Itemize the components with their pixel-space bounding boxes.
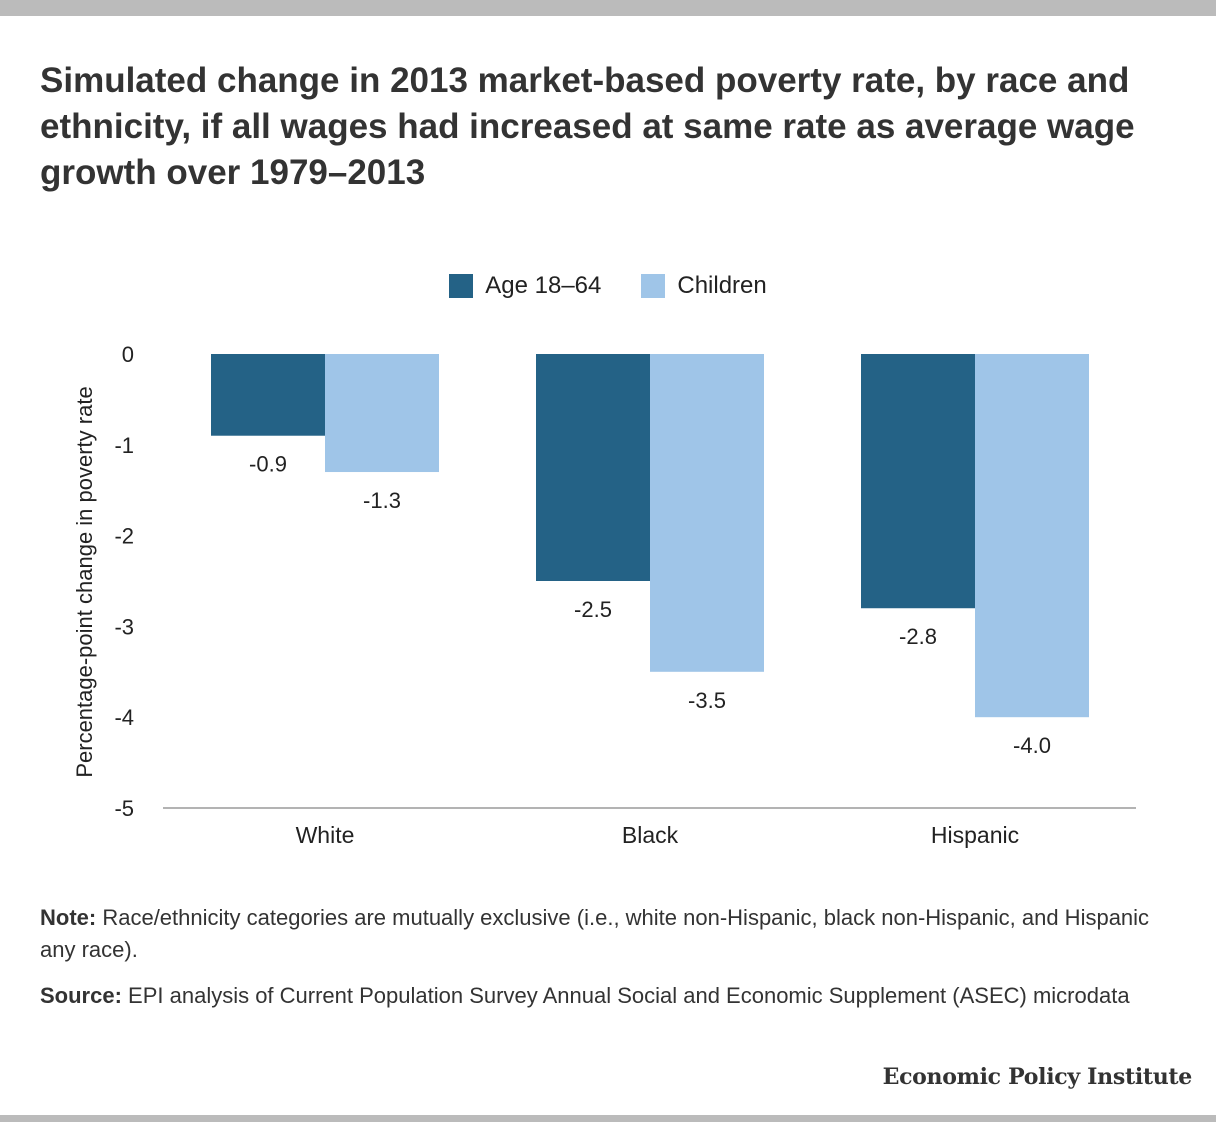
top-band — [0, 0, 1216, 16]
y-tick-label: -1 — [114, 433, 134, 458]
value-labels: -0.9 -1.3 -2.5 -3.5 -2.8 -4.0 — [249, 452, 1051, 758]
legend-item-age-18-64: Age 18–64 — [449, 272, 601, 300]
legend: Age 18–64 Children — [0, 272, 1216, 300]
y-tick-label: -4 — [114, 705, 134, 730]
y-tick-label: 0 — [122, 342, 134, 367]
source: Source: EPI analysis of Current Populati… — [40, 980, 1170, 1012]
x-category-label: Black — [622, 822, 679, 848]
bar-black-age-18-64 — [536, 354, 650, 581]
x-axis-categories: White Black Hispanic — [296, 822, 1020, 848]
bar-white-age-18-64 — [211, 354, 325, 436]
data-label: -3.5 — [688, 688, 726, 713]
y-tick-label: -2 — [114, 524, 134, 549]
bar-white-children — [325, 354, 439, 473]
bar-black-children — [650, 354, 764, 672]
bar-hispanic-children — [975, 354, 1089, 718]
data-label: -2.5 — [574, 597, 612, 622]
bar-hispanic-age-18-64 — [861, 354, 975, 609]
chart-title: Simulated change in 2013 market-based po… — [40, 61, 1135, 192]
x-category-label: White — [296, 822, 355, 848]
legend-label-children: Children — [677, 272, 767, 299]
data-label: -2.8 — [899, 624, 937, 649]
y-tick-label: -3 — [114, 614, 134, 639]
y-tick-label: -5 — [114, 796, 134, 821]
legend-swatch-children — [641, 274, 666, 298]
x-category-label: Hispanic — [931, 822, 1019, 848]
y-axis-ticks: 0 -1 -2 -3 -4 -5 — [114, 342, 134, 821]
note: Note: Race/ethnicity categories are mutu… — [40, 902, 1170, 966]
data-label: -0.9 — [249, 452, 287, 477]
data-label: -1.3 — [363, 488, 401, 513]
source-text: EPI analysis of Current Population Surve… — [121, 983, 1130, 1008]
source-label: Source: — [40, 983, 122, 1008]
epi-logo-text: Economic Policy Institute — [882, 1064, 1193, 1090]
note-text: Race/ethnicity categories are mutually e… — [40, 905, 1150, 962]
notes: Note: Race/ethnicity categories are mutu… — [40, 902, 1170, 1026]
y-axis-label: Percentage-point change in poverty rate — [72, 386, 97, 777]
bar-chart: Percentage-point change in poverty rate … — [72, 342, 1136, 848]
legend-item-children: Children — [641, 272, 767, 300]
bottom-band — [0, 1115, 1216, 1122]
bars — [211, 354, 1089, 718]
legend-label-age-18-64: Age 18–64 — [485, 272, 602, 299]
note-label: Note: — [40, 905, 97, 930]
legend-swatch-age-18-64 — [449, 274, 474, 298]
data-label: -4.0 — [1013, 733, 1051, 758]
